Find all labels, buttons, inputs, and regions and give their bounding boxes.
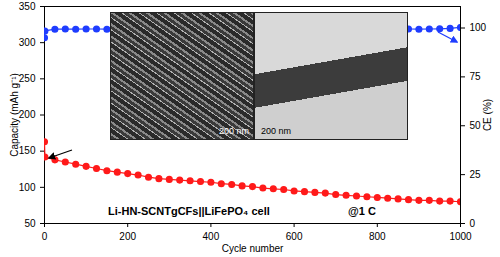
svg-text:Cycle number: Cycle number — [222, 243, 284, 254]
svg-text:600: 600 — [286, 231, 303, 242]
svg-text:200: 200 — [19, 109, 36, 120]
svg-text:100: 100 — [19, 182, 36, 193]
svg-text:50: 50 — [24, 218, 36, 229]
svg-text:350: 350 — [19, 1, 36, 12]
svg-text:300: 300 — [19, 37, 36, 48]
svg-text:200: 200 — [119, 231, 136, 242]
svg-text:25: 25 — [470, 169, 482, 180]
svg-text:400: 400 — [203, 231, 220, 242]
html-text:Li-HN-SCNTgCFs||LiFePO₄ cell: Li-HN-SCNTgCFs||LiFePO₄ cell — [108, 205, 270, 217]
svg-text:Capacity (mAh g⁻¹): Capacity (mAh g⁻¹) — [9, 73, 20, 157]
html-text:@1 C: @1 C — [348, 205, 376, 217]
html-text:200 nm: 200 nm — [219, 126, 249, 136]
svg-text:0: 0 — [470, 218, 476, 229]
svg-text:150: 150 — [19, 145, 36, 156]
svg-text:0: 0 — [42, 231, 48, 242]
svg-text:100: 100 — [470, 22, 487, 33]
svg-text:1000: 1000 — [449, 231, 472, 242]
svg-text:800: 800 — [369, 231, 386, 242]
svg-text:50: 50 — [470, 120, 482, 131]
svg-text:75: 75 — [470, 71, 482, 82]
html-text:200 nm: 200 nm — [261, 126, 291, 136]
svg-text:250: 250 — [19, 73, 36, 84]
svg-text:CE (%): CE (%) — [482, 99, 493, 131]
